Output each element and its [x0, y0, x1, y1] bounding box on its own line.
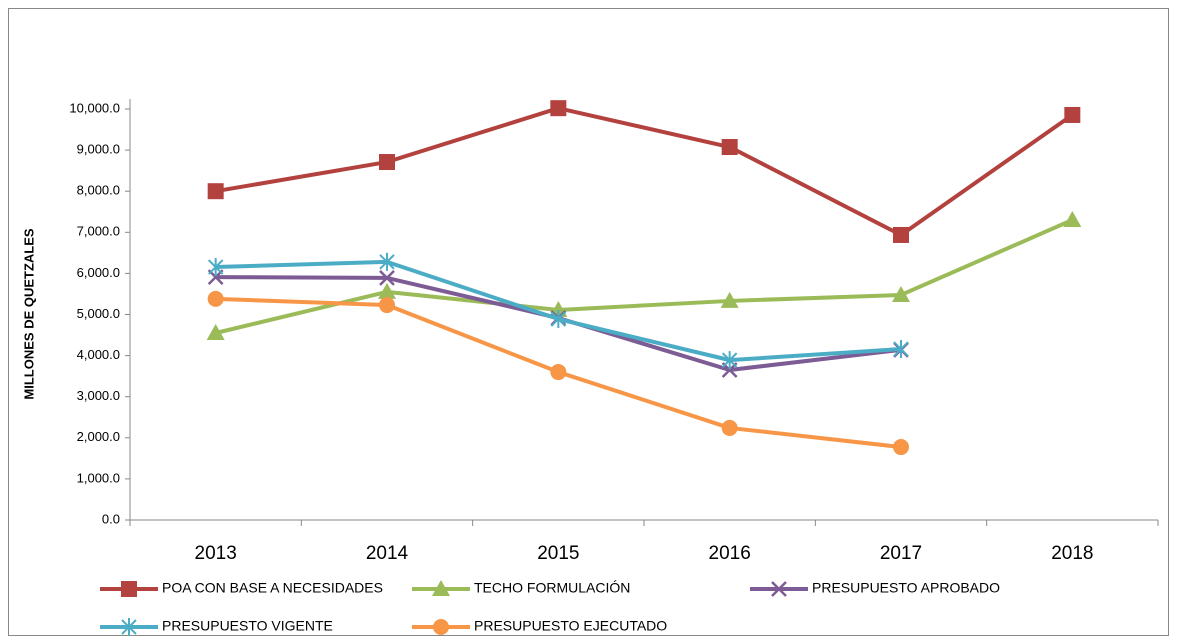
marker: [721, 419, 738, 436]
marker: [721, 139, 738, 156]
legend-label: TECHO FORMULACIÓN: [474, 580, 630, 596]
marker: [1063, 210, 1082, 227]
marker: [893, 226, 909, 243]
y-tick-label: 2,000.0: [77, 429, 120, 444]
y-tick-label: 7,000.0: [77, 224, 120, 239]
legend-label: PRESUPUESTO EJECUTADO: [474, 618, 667, 634]
marker: [379, 154, 395, 171]
marker: [1064, 106, 1081, 123]
y-tick-label: 8,000.0: [77, 183, 120, 198]
y-axis-label: MILLONES DE QUETZALES: [21, 228, 36, 400]
marker: [433, 619, 449, 635]
marker: [893, 340, 909, 359]
x-tick-label: 2017: [880, 543, 922, 564]
x-tick-label: 2014: [366, 543, 409, 564]
chart-frame: [8, 8, 1169, 636]
marker: [206, 323, 225, 340]
y-tick-label: 6,000.0: [77, 265, 120, 280]
marker: [207, 258, 224, 277]
legend-label: PRESUPUESTO APROBADO: [812, 580, 1000, 596]
x-tick-label: 2013: [195, 543, 237, 564]
marker: [550, 364, 567, 381]
y-tick-label: 9,000.0: [77, 142, 120, 157]
marker: [721, 351, 738, 370]
marker: [432, 580, 450, 596]
x-tick-label: 2016: [709, 543, 751, 564]
marker: [379, 252, 395, 271]
marker: [892, 285, 910, 302]
marker: [379, 270, 395, 286]
marker: [893, 439, 909, 456]
x-tick-label: 2015: [537, 543, 579, 564]
y-tick-label: 10,000.0: [69, 100, 120, 115]
marker: [550, 100, 567, 117]
marker: [550, 310, 567, 329]
marker: [378, 282, 396, 299]
marker: [720, 291, 739, 308]
y-tick-label: 5,000.0: [77, 306, 120, 321]
marker: [121, 618, 137, 636]
series-line: [215, 218, 1074, 335]
y-tick-label: 4,000.0: [77, 347, 120, 362]
y-tick-label: 0.0: [102, 511, 120, 526]
series-line: [215, 106, 1074, 237]
y-tick-label: 3,000.0: [77, 388, 120, 403]
legend-label: POA CON BASE A NECESIDADES: [162, 580, 383, 596]
x-tick-label: 2018: [1051, 543, 1093, 564]
y-tick-label: 1,000.0: [77, 470, 120, 485]
marker: [207, 183, 224, 200]
marker: [379, 297, 395, 314]
marker: [771, 581, 787, 597]
legend-label: PRESUPUESTO VIGENTE: [162, 618, 333, 634]
marker: [207, 290, 224, 307]
marker: [121, 581, 137, 597]
